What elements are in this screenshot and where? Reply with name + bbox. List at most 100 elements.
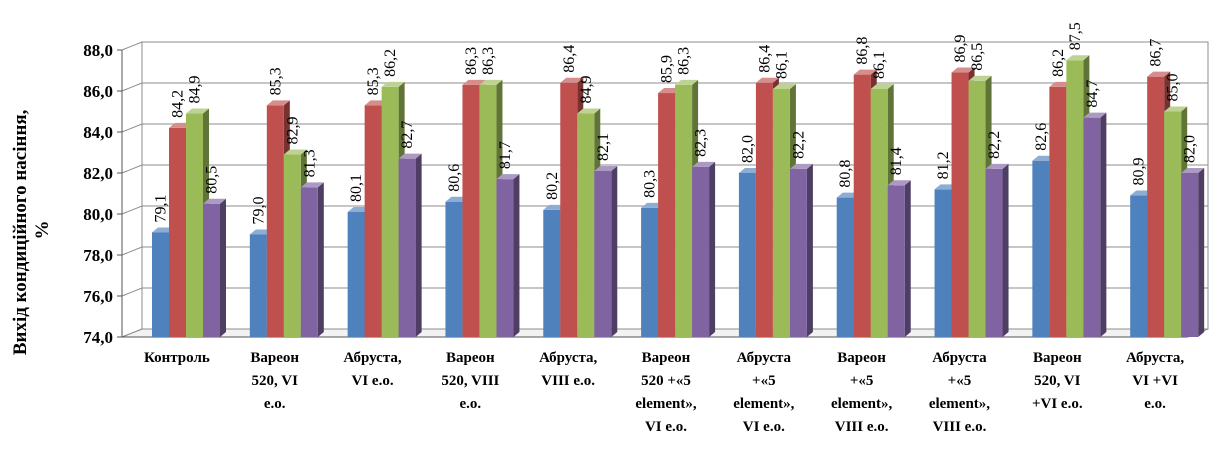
- data-label: 82,2: [790, 131, 807, 159]
- y-axis-title-line1: Вихід кондиційного насіння,: [10, 109, 31, 355]
- bar-front: [934, 189, 952, 337]
- bar-top: [381, 81, 405, 87]
- bar-front: [853, 74, 871, 337]
- bar-front: [543, 209, 561, 337]
- x-category-label: 520, VI: [1034, 373, 1081, 389]
- bar-top: [789, 163, 813, 169]
- bar-top: [560, 77, 584, 83]
- x-category-label: Абруста,: [1126, 350, 1184, 366]
- bar-front: [738, 173, 756, 337]
- bar-front: [870, 88, 888, 337]
- data-label: 86,2: [382, 49, 399, 77]
- y-axis-title-line2: %: [32, 221, 53, 240]
- x-category-label: Контроль: [144, 350, 210, 366]
- x-category-label: element»,: [733, 396, 794, 412]
- data-label: 82,9: [284, 117, 301, 145]
- bar-front: [496, 179, 514, 337]
- bar-front: [985, 168, 1003, 337]
- data-label: 84,9: [187, 76, 204, 104]
- bar-front: [479, 84, 497, 337]
- x-category-label: Вареон: [250, 350, 299, 366]
- data-label: 87,5: [1067, 22, 1084, 50]
- bar-front: [381, 86, 399, 338]
- bar: [789, 163, 813, 337]
- data-label: 82,1: [595, 133, 612, 161]
- bar-front: [772, 88, 790, 337]
- bar: [594, 165, 618, 337]
- bar-side: [513, 174, 520, 337]
- bar-front: [692, 166, 710, 337]
- data-label: 82,0: [739, 135, 756, 163]
- gridline: [121, 123, 1208, 133]
- bar-front: [347, 211, 365, 337]
- bar-side: [1002, 163, 1009, 337]
- bar-front: [594, 170, 612, 337]
- data-label: 81,3: [301, 149, 318, 177]
- bar-top: [283, 149, 307, 155]
- bar-top: [692, 161, 716, 167]
- data-label: 81,2: [935, 151, 952, 179]
- x-category-label: +«5: [850, 373, 874, 389]
- bar-top: [1066, 55, 1090, 61]
- data-label: 86,7: [1148, 39, 1165, 67]
- gridline: [121, 164, 1208, 174]
- bar-top: [186, 108, 209, 114]
- data-label: 82,6: [1033, 123, 1050, 151]
- bar-front: [675, 84, 693, 337]
- x-category-label: +VI е.о.: [1032, 396, 1083, 412]
- bar-side: [1100, 112, 1107, 338]
- bar-top: [479, 79, 503, 85]
- x-category-label: Вареон: [446, 350, 495, 366]
- x-category-label: Абруста: [737, 350, 792, 366]
- bar-front: [1164, 111, 1182, 337]
- data-label: 81,7: [497, 141, 514, 169]
- bar-front: [755, 82, 773, 337]
- y-tick-label: 84,0: [83, 123, 113, 142]
- x-category-label: VIII е.о.: [541, 373, 595, 389]
- bar-front: [1181, 173, 1199, 337]
- x-category-label: +«5: [752, 373, 776, 389]
- data-label: 86,5: [969, 43, 986, 71]
- x-category-label: VI е.о.: [743, 419, 785, 435]
- bar-front: [560, 82, 578, 337]
- bar-front: [266, 105, 284, 337]
- x-category-label: е.о.: [264, 396, 286, 412]
- data-label: 81,4: [888, 147, 905, 175]
- x-category-label: Абруста: [932, 350, 987, 366]
- bar-top: [870, 83, 894, 89]
- data-label: 85,3: [365, 67, 382, 95]
- bar-top: [594, 165, 618, 171]
- bar-top: [951, 67, 975, 73]
- x-category-label: 520, VI: [252, 373, 299, 389]
- y-tick-label: 74,0: [83, 328, 113, 347]
- bar-front: [658, 93, 676, 337]
- x-category-label: Вареон: [837, 350, 886, 366]
- bar-front: [152, 232, 169, 337]
- bar-front: [789, 168, 807, 337]
- x-category-label: 520, VIII: [441, 373, 499, 389]
- x-category-labels: Контроль Вареон 520, VI е.о. Абруста, VI е.о.…: [144, 350, 1184, 435]
- data-label: 79,1: [153, 194, 170, 222]
- bar-side: [709, 161, 716, 337]
- bar-side: [904, 180, 911, 337]
- bar-top: [266, 100, 290, 106]
- gridline: [121, 41, 1208, 51]
- y-tick-label: 76,0: [83, 287, 113, 306]
- data-label: 80,8: [837, 160, 854, 188]
- bar-top: [203, 198, 226, 204]
- y-tick-labels: 74,0 76,0 78,0 80,0 82,0 84,0 86,0 88,0: [83, 41, 113, 347]
- x-category-label: +«5: [948, 373, 972, 389]
- bar-top: [577, 108, 601, 114]
- bar-top: [496, 174, 520, 180]
- x-category-label: Вареон: [642, 350, 691, 366]
- data-label: 80,2: [544, 172, 561, 200]
- data-label: 86,1: [871, 51, 888, 79]
- bar-top: [853, 69, 877, 75]
- x-category-label: VI е.о.: [645, 419, 687, 435]
- bar-front: [398, 158, 416, 337]
- x-category-label: element»,: [635, 396, 696, 412]
- data-label: 85,9: [659, 55, 676, 83]
- data-label: 86,3: [463, 47, 480, 75]
- data-label: 86,3: [676, 47, 693, 75]
